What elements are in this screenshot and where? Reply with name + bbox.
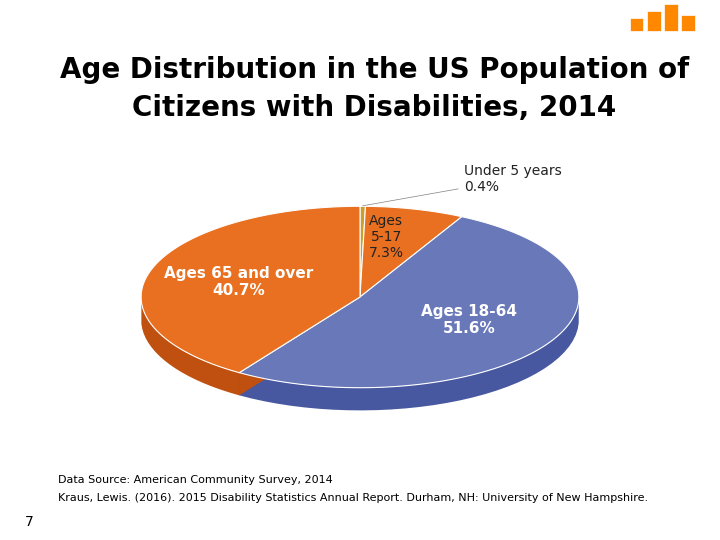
Text: 7: 7 [24, 516, 33, 530]
PathPatch shape [360, 206, 366, 297]
Bar [664, 4, 678, 31]
PathPatch shape [141, 301, 239, 395]
Text: Ages 18-64
51.6%: Ages 18-64 51.6% [421, 304, 517, 336]
PathPatch shape [239, 297, 360, 395]
PathPatch shape [239, 297, 360, 395]
Text: Age Distribution in the US Population of: Age Distribution in the US Population of [60, 56, 689, 84]
Bar [647, 11, 661, 31]
PathPatch shape [239, 217, 579, 388]
PathPatch shape [360, 206, 462, 297]
PathPatch shape [239, 300, 579, 410]
Text: Under 5 years
0.4%: Under 5 years 0.4% [363, 164, 562, 206]
Text: Ages
5-17
7.3%: Ages 5-17 7.3% [369, 214, 404, 260]
Text: Data Source: American Community Survey, 2014: Data Source: American Community Survey, … [58, 475, 333, 485]
Text: Ages 65 and over
40.7%: Ages 65 and over 40.7% [164, 266, 313, 298]
Bar [629, 18, 644, 31]
Text: Citizens with Disabilities, 2014: Citizens with Disabilities, 2014 [132, 94, 616, 122]
Text: Kraus, Lewis. (2016). 2015 Disability Statistics Annual Report. Durham, NH: Univ: Kraus, Lewis. (2016). 2015 Disability St… [58, 492, 648, 503]
Bar [681, 15, 696, 31]
PathPatch shape [141, 206, 360, 373]
